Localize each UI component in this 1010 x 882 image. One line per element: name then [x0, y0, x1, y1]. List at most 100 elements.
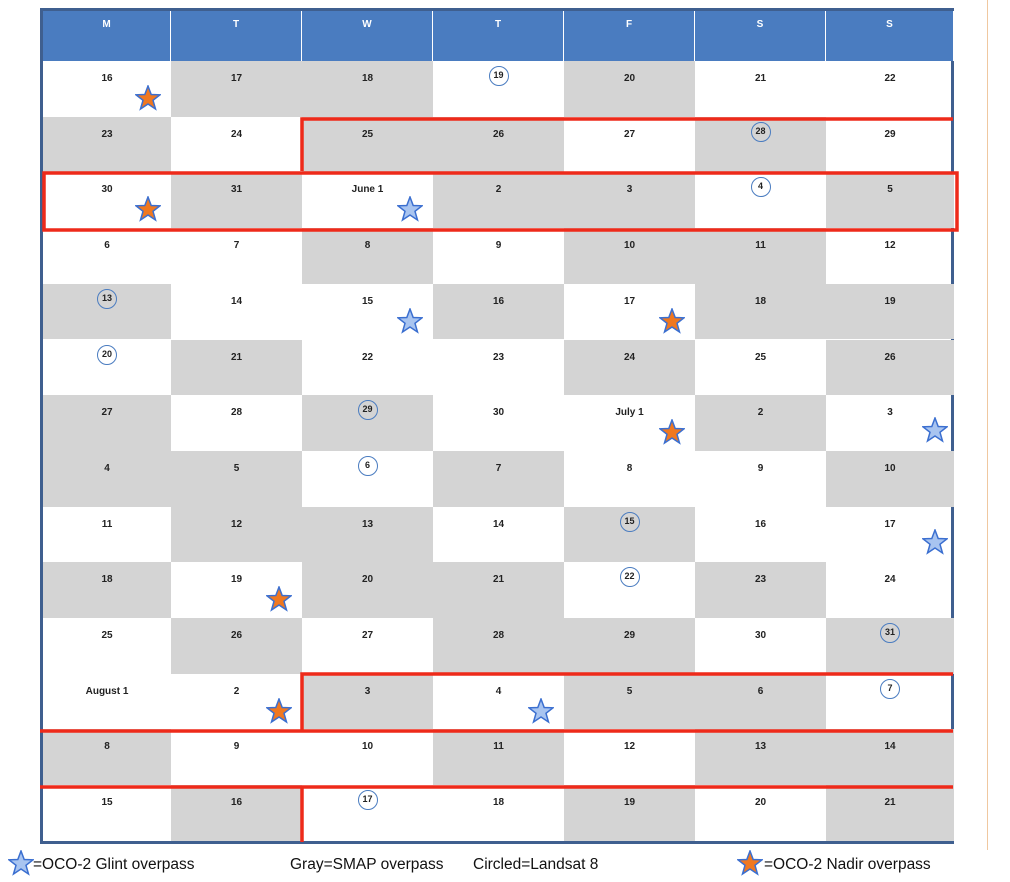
date-label: 26	[492, 128, 505, 140]
date-label: 8	[364, 240, 371, 252]
legend-nadir: =OCO-2 Nadir overpass	[764, 856, 931, 873]
date-label: 25	[754, 351, 767, 363]
date-label: 6	[104, 240, 110, 252]
date-label: 15	[101, 797, 113, 809]
date-label: June 1	[351, 184, 384, 196]
date-label: 12	[230, 518, 243, 530]
nadir-star-icon	[264, 696, 294, 724]
calendar-day: 30	[695, 618, 826, 674]
date-label: 30	[754, 630, 767, 641]
date-label: 14	[492, 518, 505, 530]
calendar-day: 7	[433, 450, 564, 507]
legend-circled: Circled=Landsat 8	[473, 856, 599, 873]
calendar-day: 4	[433, 674, 564, 730]
glint-star-icon	[920, 416, 950, 443]
date-label: 5	[626, 685, 633, 697]
date-label: 13	[754, 741, 767, 753]
calendar-day: 22	[302, 340, 433, 396]
landsat-circled-date: 29	[357, 400, 378, 421]
glint-star-icon	[8, 850, 34, 876]
page-edge-line	[987, 0, 988, 850]
calendar-grid: M T W T F S S 16 17 18 19 20 21 22 23 24 25 26 27 28 29 30 31 J…	[40, 8, 954, 844]
date-label: 9	[495, 240, 502, 252]
calendar-day: 19	[564, 785, 695, 841]
calendar-day: 5	[826, 172, 954, 229]
date-label: 4	[495, 685, 502, 697]
date-label: 10	[361, 741, 374, 753]
calendar-day: 8	[43, 729, 171, 786]
calendar-day: 3	[302, 673, 433, 730]
date-label: 19	[230, 574, 243, 586]
calendar-day: August 1	[43, 674, 171, 730]
calendar-day: 14	[171, 284, 302, 340]
calendar-day: 16	[695, 507, 826, 563]
calendar-day: June 1	[302, 172, 433, 228]
calendar-day: 17	[171, 61, 302, 117]
calendar-day: 28	[171, 395, 302, 451]
date-label: 11	[493, 741, 504, 753]
date-label: 2	[233, 685, 240, 697]
date-label: 25	[361, 128, 374, 140]
day-header-0: M	[43, 11, 171, 61]
calendar-day: 26	[171, 618, 302, 674]
calendar-day: 18	[43, 562, 171, 618]
calendar-day: 30	[433, 395, 564, 451]
calendar-day: 10	[564, 228, 695, 284]
calendar-day: 14	[826, 729, 954, 786]
nadir-star-icon	[657, 418, 687, 445]
calendar-day: 12	[564, 729, 695, 785]
date-label: 19	[884, 295, 896, 307]
date-label: 18	[492, 797, 505, 809]
nadir-star-icon	[133, 195, 163, 223]
calendar-day: 17	[302, 785, 433, 841]
date-label: 28	[492, 630, 505, 641]
date-label: 26	[230, 630, 243, 641]
date-label: 23	[754, 574, 767, 586]
calendar-day: 29	[564, 618, 695, 674]
date-label: 23	[492, 351, 505, 363]
day-header-5: S	[695, 11, 826, 61]
calendar-day: 21	[826, 785, 954, 841]
glint-star-icon	[526, 696, 556, 724]
nadir-star-icon	[657, 306, 687, 334]
date-label: 30	[492, 407, 505, 419]
calendar-day: 25	[43, 618, 171, 674]
calendar-day: 9	[695, 451, 826, 507]
calendar-day: 25	[302, 116, 433, 173]
date-label: 4	[104, 462, 110, 474]
nadir-star-icon	[133, 83, 163, 111]
calendar-day: 24	[564, 339, 695, 396]
calendar-day: 10	[302, 729, 433, 785]
date-label: 25	[101, 630, 113, 641]
date-label: 7	[495, 462, 502, 474]
landsat-circled-date: 22	[619, 567, 640, 588]
date-label: 14	[884, 741, 896, 753]
calendar-day: 18	[433, 785, 564, 841]
date-label: 27	[361, 630, 374, 641]
date-label: 5	[233, 462, 240, 474]
landsat-circled-date: 19	[488, 66, 509, 86]
calendar-day: 29	[826, 117, 954, 173]
calendar-day: 16	[43, 61, 171, 117]
calendar-day: 23	[695, 562, 826, 618]
date-label: 18	[361, 73, 374, 84]
calendar-day: 3	[826, 395, 954, 451]
date-label: 16	[754, 518, 767, 530]
calendar-day: 16	[171, 785, 302, 841]
calendar-day: 28	[695, 116, 826, 173]
date-label: 16	[492, 295, 505, 307]
date-label: 16	[101, 73, 113, 84]
calendar-day: 7	[171, 228, 302, 284]
date-label: 10	[884, 462, 896, 474]
calendar-day: 6	[695, 673, 826, 730]
date-label: 3	[887, 407, 893, 419]
date-label: 7	[233, 240, 240, 252]
date-label: 5	[887, 184, 893, 196]
date-label: 17	[623, 295, 636, 307]
date-label: 15	[361, 295, 374, 307]
calendar-day: 21	[433, 562, 564, 618]
calendar-day: 17	[826, 507, 954, 563]
calendar-day: 27	[564, 117, 695, 173]
date-label: 24	[230, 128, 243, 140]
date-label: 9	[757, 462, 764, 474]
